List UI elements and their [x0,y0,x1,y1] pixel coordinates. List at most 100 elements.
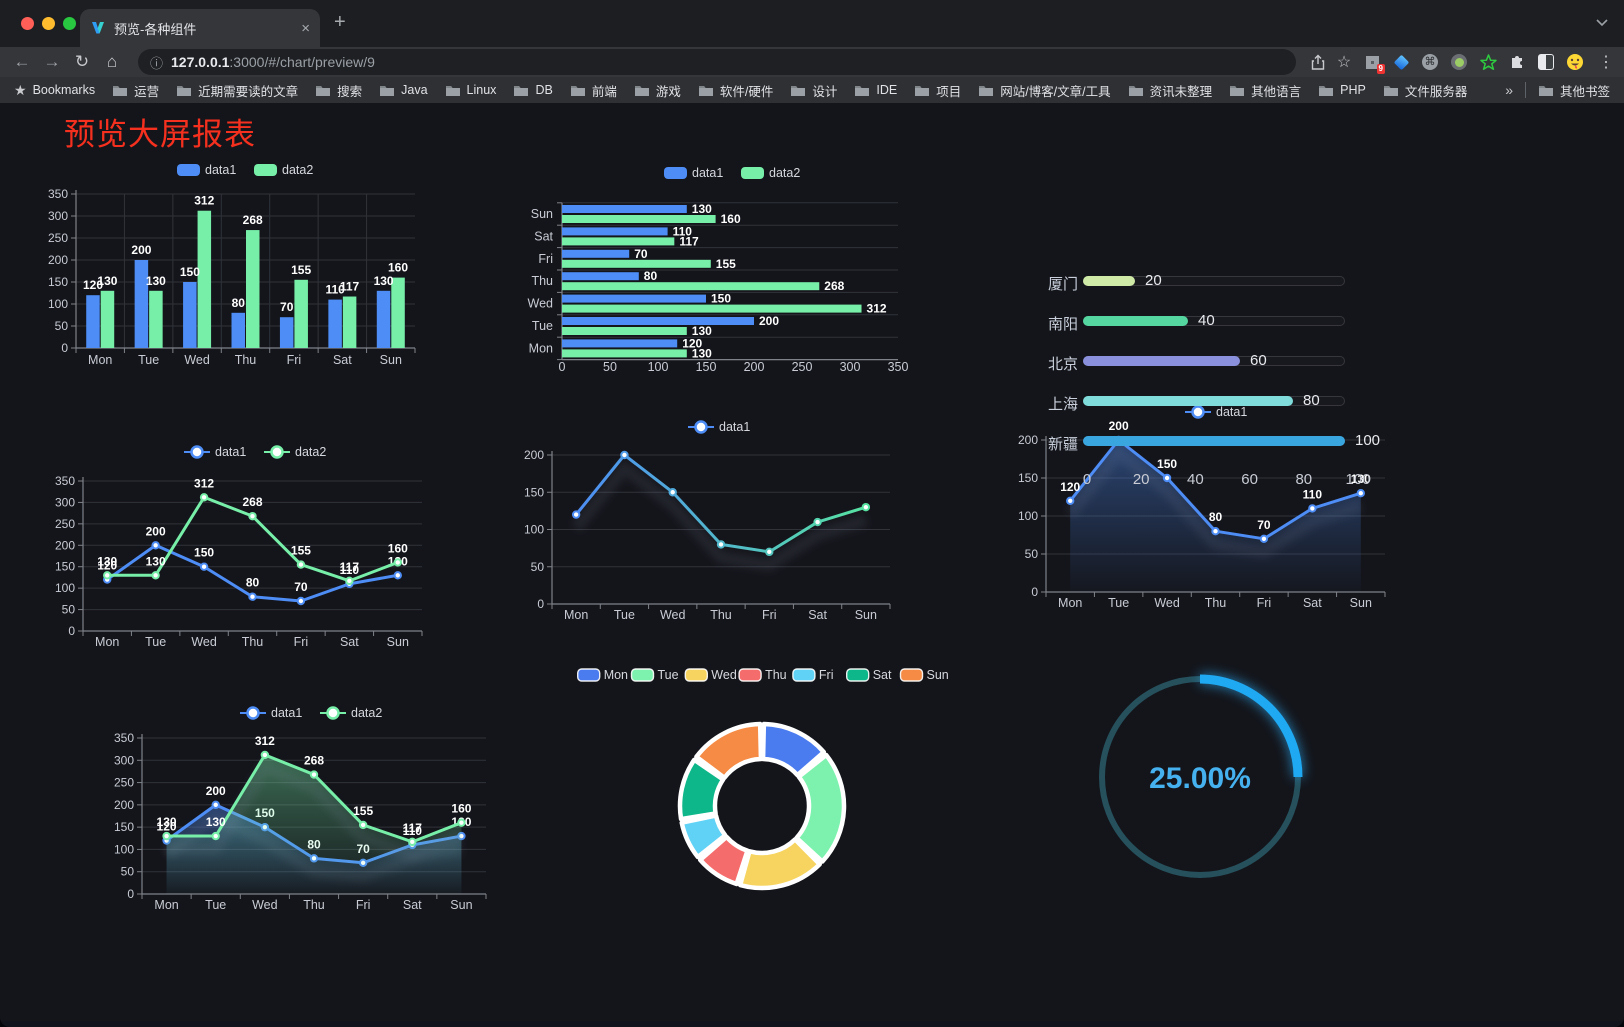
bookmark-folder[interactable]: IDE [854,81,897,100]
svg-text:350: 350 [48,187,68,201]
command-circle-icon[interactable]: ⌘ [1420,52,1440,72]
svg-text:Sun: Sun [450,898,472,912]
green-star-icon[interactable] [1478,52,1498,72]
svg-text:100: 100 [524,523,544,537]
close-window-icon[interactable] [21,17,34,30]
bookmarks-overflow-chevron[interactable]: » [1505,82,1513,98]
bookmark-folder[interactable]: 搜索 [315,81,362,100]
progress-fill [1083,316,1188,326]
bookmark-folder[interactable]: 运营 [112,81,159,100]
svg-text:150: 150 [711,292,731,306]
svg-text:150: 150 [194,546,214,560]
svg-text:50: 50 [62,603,76,617]
svg-text:Wed: Wed [1154,596,1180,610]
back-button[interactable]: ← [13,52,31,71]
svg-text:0: 0 [68,624,75,638]
folder-icon [979,85,994,96]
svg-text:Tue: Tue [658,668,679,682]
svg-text:160: 160 [388,541,408,555]
svg-text:Sat: Sat [403,898,422,912]
reader-split-icon[interactable] [1536,52,1556,72]
browser-tab[interactable]: 预览-各种组件 × [80,9,320,47]
svg-text:Sat: Sat [340,635,359,649]
progress-label: 上海 [1047,396,1078,413]
bookmark-folder[interactable]: 设计 [790,81,837,100]
reload-button[interactable]: ↻ [74,52,90,71]
svg-text:data1: data1 [1216,405,1247,419]
bookmarks-label: Bookmarks [32,83,96,97]
bookmark-folder[interactable]: 其他语言 [1229,81,1301,100]
tab-search-chevron-icon[interactable] [1596,19,1608,27]
chart-legend[interactable]: data1 [1185,405,1247,419]
forward-button[interactable]: → [43,52,61,71]
svg-text:Fri: Fri [819,668,834,682]
bookmark-star-icon[interactable]: ☆ [1336,54,1352,71]
folder-icon [113,85,128,96]
blue-gem-icon[interactable] [1391,52,1411,72]
url-text[interactable]: 127.0.0.1:3000/#/chart/preview/9 [171,54,375,70]
svg-text:80: 80 [644,269,658,283]
fullscreen-window-icon[interactable] [63,17,76,30]
svg-text:50: 50 [55,319,69,333]
tab-title: 预览-各种组件 [114,21,197,37]
bookmark-folder[interactable]: PHP [1318,81,1366,100]
bookmark-folder[interactable]: 网站/博客/文章/工具 [978,81,1111,100]
chart-legend[interactable]: data1 data2 [664,166,800,180]
bookmark-folder[interactable]: 项目 [914,81,961,100]
chart-legend[interactable]: data1 [688,420,750,434]
bookmark-folder[interactable]: Linux [445,81,496,100]
bookmark-folder[interactable]: Java [379,81,428,100]
tab-strip: 预览-各种组件 × + [0,0,1624,47]
site-info-icon[interactable]: ⓘ [150,55,164,71]
traffic-lights[interactable] [21,17,76,30]
bookmark-folder[interactable]: 文件服务器 [1383,81,1467,100]
dashboard-page: 预览大屏报表 0 50 100 150 200 250 300 350 Mon 120 130 Tue… [0,103,1624,1027]
other-bookmarks-folder[interactable]: 其他书签 [1538,81,1610,100]
svg-text:Wed: Wed [711,668,737,682]
bookmark-folder[interactable]: DB [513,81,553,100]
green-dot-icon[interactable] [1449,52,1469,72]
chart-legend[interactable]: data1 data2 [177,163,313,177]
svg-text:Sun: Sun [531,207,553,221]
svg-text:200: 200 [524,448,544,462]
svg-text:312: 312 [194,194,214,208]
chart-line-dual: 0 50 100 150 200 250 300 350 Mon Tue Wed Thu Fri Sat S… [55,445,423,649]
folder-icon [698,85,713,96]
svg-text:155: 155 [291,544,311,558]
chart-legend[interactable]: data1 data2 [184,445,326,459]
chart-legend[interactable]: data1 data2 [240,706,382,720]
svg-text:300: 300 [48,209,68,223]
svg-text:Mon: Mon [604,668,628,682]
new-tab-button[interactable]: + [334,11,346,33]
svg-text:130: 130 [206,815,226,829]
svg-text:110: 110 [1303,487,1323,501]
puzzle-icon[interactable] [1507,52,1527,72]
svg-text:80: 80 [246,576,260,590]
svg-text:120: 120 [682,336,702,350]
svg-text:0: 0 [127,887,134,901]
tab-close-icon[interactable]: × [301,19,310,37]
bookmark-folder[interactable]: 游戏 [634,81,681,100]
svg-text:Tue: Tue [145,635,166,649]
bookmarks-manager[interactable]: ★ Bookmarks [14,82,95,99]
bookmark-folder[interactable]: 近期需要读的文章 [176,81,298,100]
chart-legend[interactable]: Mon Tue Wed Thu Fri Sat Sun [577,668,949,682]
svg-text:130: 130 [692,324,712,338]
share-icon[interactable] [1310,54,1326,71]
bookmark-folder[interactable]: 前端 [570,81,617,100]
bookmark-folder[interactable]: 软件/硬件 [698,81,773,100]
svg-text:Tue: Tue [614,608,635,622]
address-bar[interactable]: ⓘ 127.0.0.1:3000/#/chart/preview/9 [138,49,1296,75]
svg-text:Sun: Sun [855,608,877,622]
minimize-window-icon[interactable] [42,17,55,30]
bookmarks-bar: ★ Bookmarks 运营 近期需要读的文章 搜索 Java Linux DB 前端 游戏软… [0,77,1624,103]
extensions-grid-badge-icon[interactable]: 9 [1362,52,1385,74]
emoji-face-icon[interactable] [1565,52,1585,72]
browser-menu-icon[interactable]: ⋮ [1598,54,1614,71]
bookmark-folder[interactable]: 资讯未整理 [1128,81,1212,100]
svg-text:Wed: Wed [191,635,217,649]
chart-line-dual-area: 0 50 100 150 200 250 300 350 Mon Tue Wed Thu Fri Sat S… [114,706,487,912]
svg-text:300: 300 [114,753,134,767]
home-button[interactable]: ⌂ [106,52,118,71]
